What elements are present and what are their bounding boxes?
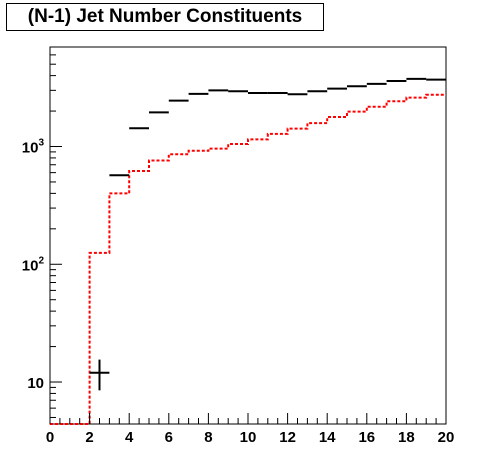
x-tick-label-7: 14	[319, 429, 336, 446]
x-tick-label-2: 4	[125, 429, 134, 446]
y-tick-label-2: 103	[22, 138, 45, 157]
x-tick-label-1: 2	[85, 429, 93, 446]
chart-title-box: (N-1) Jet Number Constituents	[6, 3, 324, 31]
red-histogram-outline	[50, 93, 446, 425]
y-tick-label-0: 10	[27, 375, 44, 392]
x-axis: 0 2 4 6 8 10 12 14 16 18 20	[46, 413, 455, 446]
red-histogram-series	[50, 93, 446, 425]
x-tick-label-5: 10	[240, 429, 257, 446]
x-tick-label-6: 12	[279, 429, 296, 446]
x-tick-label-0: 0	[46, 429, 54, 446]
black-points-series	[89, 77, 446, 391]
y-tick-label-1: 102	[22, 255, 45, 274]
x-tick-label-3: 6	[165, 429, 173, 446]
x-tick-label-9: 18	[398, 429, 415, 446]
y-axis: 10 102 103	[22, 46, 62, 418]
x-tick-label-8: 16	[358, 429, 375, 446]
chart-title: (N-1) Jet Number Constituents	[27, 6, 303, 27]
x-tick-label-10: 20	[438, 429, 455, 446]
x-tick-label-4: 8	[204, 429, 212, 446]
